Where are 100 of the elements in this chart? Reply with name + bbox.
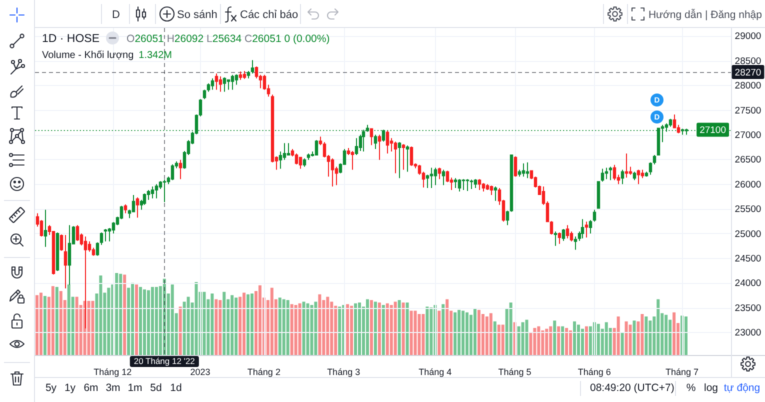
text: 1m [128,382,143,394]
candlestick [170,164,174,181]
text: 08:49:20 (UTC+7) [590,382,674,394]
candlestick [672,114,676,129]
candlestick [620,169,624,185]
candlestick [558,232,562,244]
candlestick [592,209,596,222]
candlestick [96,242,100,256]
candlestick [562,228,566,242]
bar [150,286,154,355]
bar [350,306,354,355]
bar [39,292,42,355]
candlestick [474,178,478,189]
bar [378,302,381,355]
text: 6m [84,382,99,394]
candlestick [584,221,588,238]
bar [485,316,488,355]
candlestick [222,76,226,92]
bar [549,326,552,355]
bar [338,306,342,355]
candlestick [76,224,80,242]
candlestick [306,152,310,160]
bar [402,302,405,355]
bar [214,299,218,355]
x-tick-label: 20 Tháng 12 '22 [134,356,196,366]
bar [127,288,130,355]
bar [477,310,480,355]
candlestick [350,150,354,170]
y-tick-label: 28000 [734,80,762,92]
y-tick-label: 23000 [734,328,762,339]
bar [604,322,608,355]
bar [545,328,548,355]
candlestick [202,89,206,100]
candlestick [210,78,214,90]
candlestick [604,167,608,180]
candlestick [410,146,414,166]
bar [246,294,250,355]
candlestick [64,234,68,289]
bar [170,284,174,355]
candlestick [462,178,466,191]
bar [561,326,564,355]
candlestick [514,156,518,178]
candlestick [478,178,482,191]
bar [55,286,58,355]
bar [194,282,198,355]
bar [154,286,158,355]
y-tick-label: 24000 [734,278,762,290]
x-tick-label: Tháng 3 [327,367,360,377]
bar [366,299,369,355]
bar [442,304,445,355]
bar [75,296,78,355]
bar [131,282,134,355]
candlestick [394,141,398,174]
candlestick [652,154,656,165]
text: Các chỉ báo [240,9,298,21]
bar [318,294,322,355]
candlestick [124,204,128,214]
bar [462,310,465,355]
annotation: 1D · HOSE [42,33,100,45]
bar [672,312,676,355]
candlestick [330,158,334,188]
candlestick [490,185,494,196]
candlestick [596,180,600,210]
candlestick [162,179,166,203]
candlestick [554,231,558,246]
bar [525,320,528,355]
bar [620,332,624,355]
bar [358,302,362,355]
bar [310,304,314,355]
candlestick [458,178,462,192]
candlestick [648,162,652,176]
candlestick [314,140,318,156]
candlestick [612,164,616,181]
bar [258,285,262,355]
bar [178,306,182,355]
bar [573,321,576,355]
candlestick [506,210,510,226]
candlestick [454,178,458,189]
bar [67,284,70,355]
text: log [704,382,718,394]
candlestick [434,167,438,186]
bar [210,294,214,355]
candlestick [226,79,230,90]
text: 5d [150,382,162,394]
bar [119,274,122,355]
text: Hướng dẫn | Đăng nhập [648,8,762,21]
bar [99,275,102,355]
bar [588,326,592,355]
bar [139,286,142,355]
bar [59,291,62,355]
bar [553,320,556,355]
bar [286,300,290,355]
y-tick-label: 28500 [734,56,762,67]
bar [481,314,484,355]
text: tự động [724,382,760,394]
bar [298,303,302,355]
y-tick-label: 27000 [734,130,762,142]
y-tick-label: 27500 [734,105,762,116]
candlestick [206,82,210,92]
candlestick [354,138,358,156]
